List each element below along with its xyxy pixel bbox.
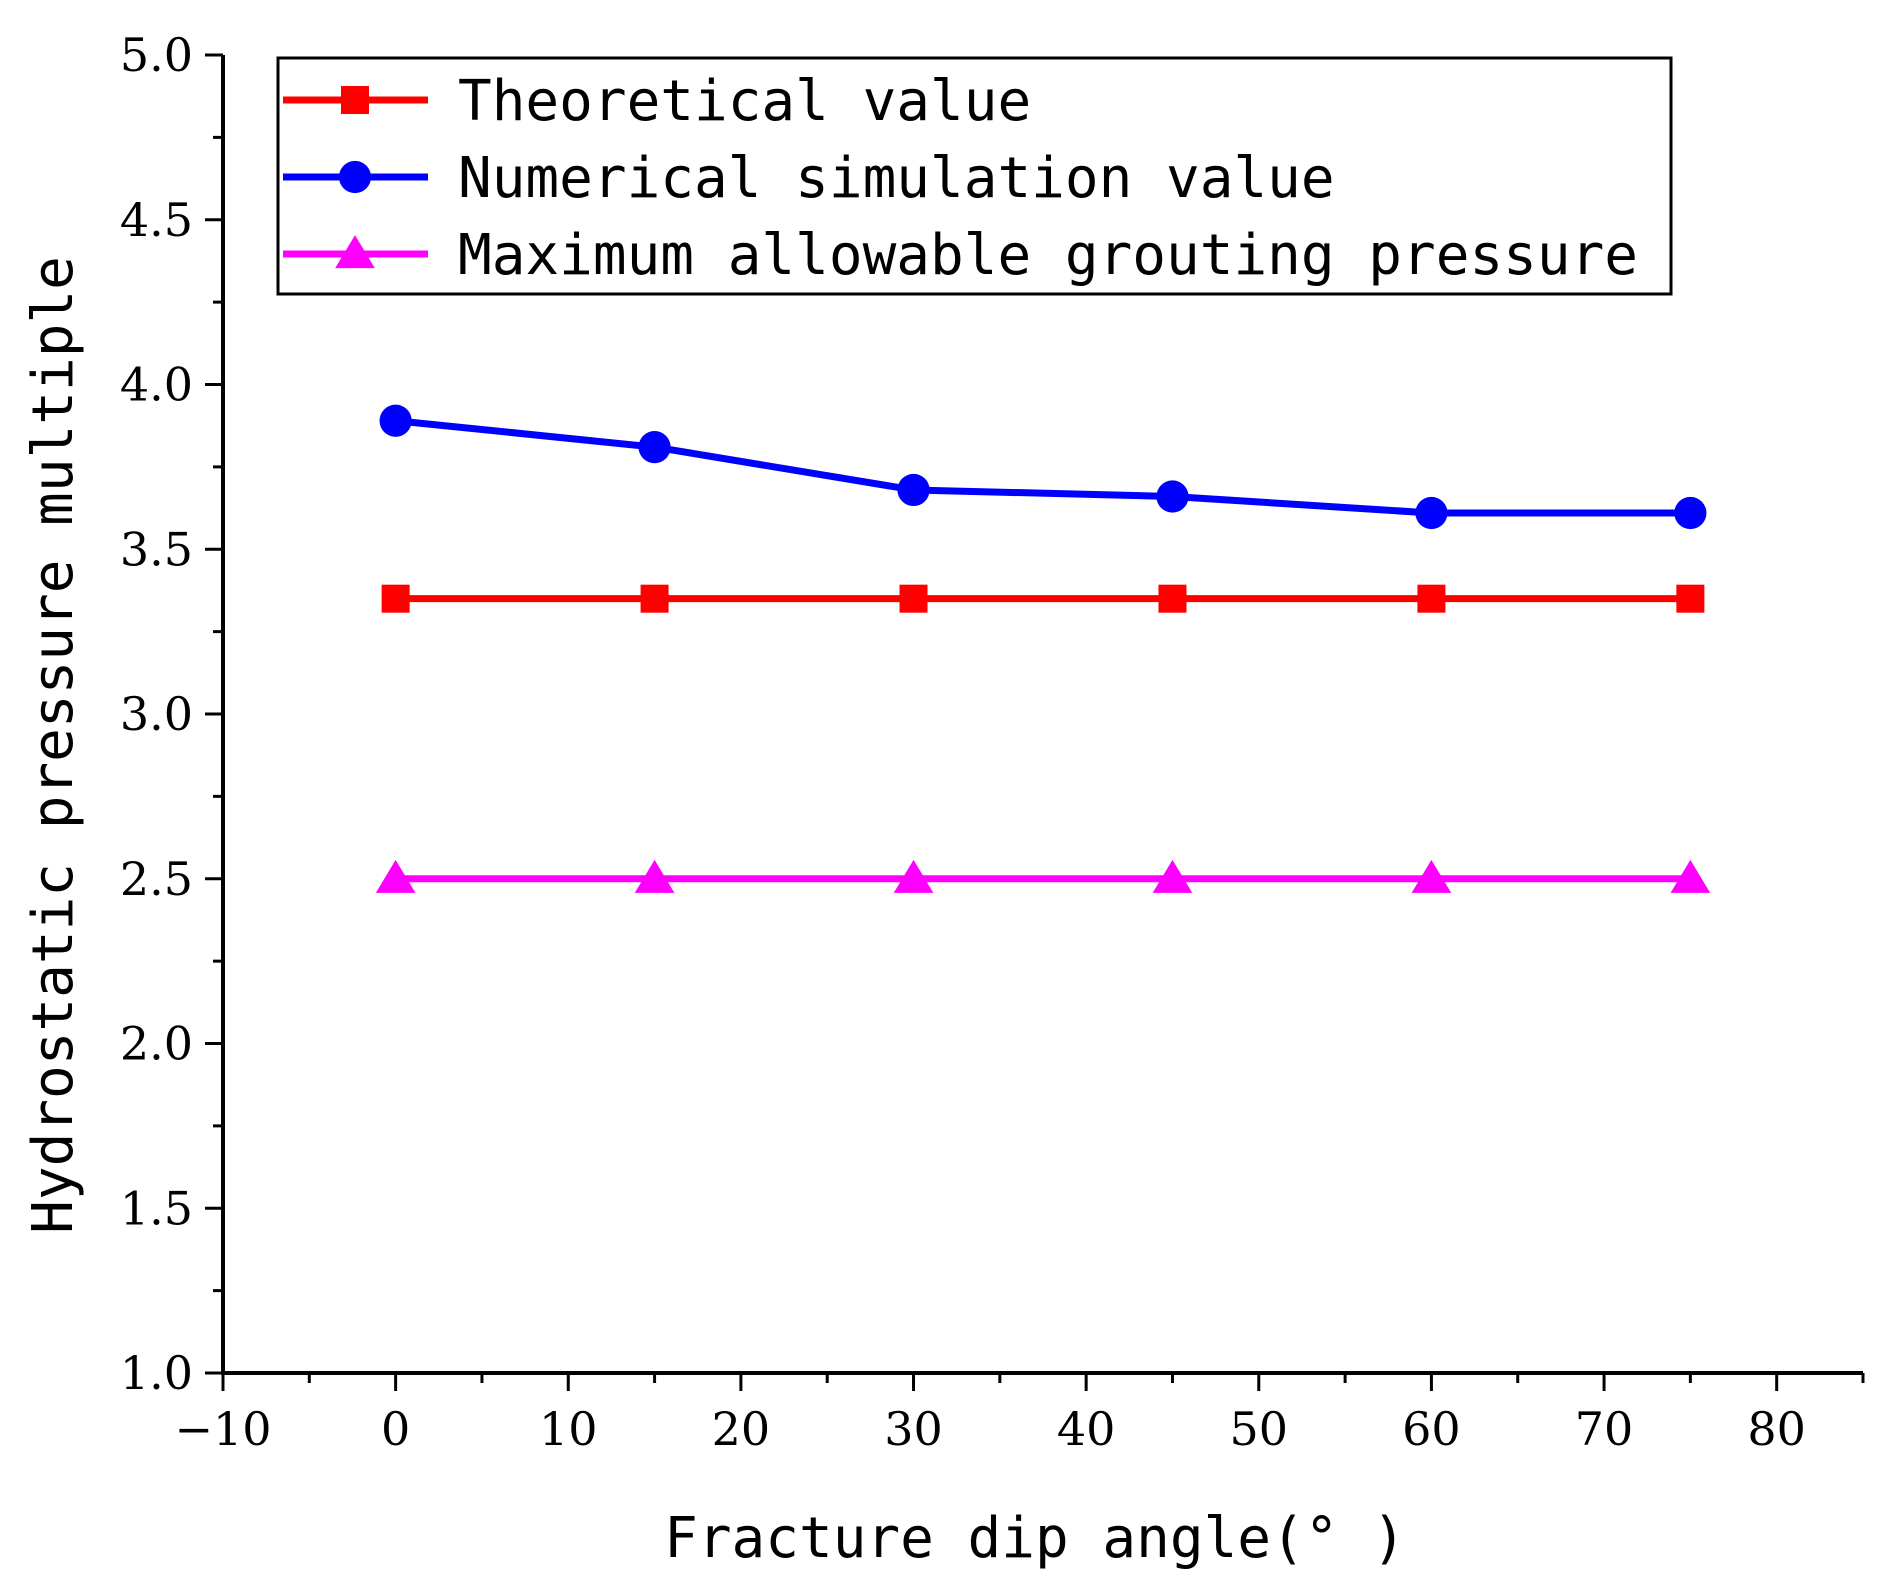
data-point xyxy=(1415,496,1448,530)
x-tick-label: 70 xyxy=(1575,1402,1634,1456)
x-tick-label: −10 xyxy=(174,1402,271,1456)
series-layer xyxy=(375,404,1711,893)
y-tick-label: 3.0 xyxy=(120,687,193,741)
y-tick-label: 1.0 xyxy=(120,1346,193,1400)
data-point xyxy=(379,404,412,437)
y-tick-label: 5.0 xyxy=(120,28,193,82)
x-tick-label: 80 xyxy=(1747,1402,1806,1456)
y-tick-label: 4.5 xyxy=(120,193,193,247)
data-point xyxy=(1152,859,1193,893)
x-tick-label: 10 xyxy=(539,1402,598,1456)
data-point xyxy=(1674,496,1707,530)
data-point xyxy=(1411,859,1452,893)
y-tick-label: 3.5 xyxy=(120,522,193,576)
axes: −10 0 10 20 30 40 50 60 70 80 1.0 1.5 2.0 2.5 3.0 3.5 4.… xyxy=(120,28,1865,1456)
y-tick-label: 4.0 xyxy=(120,358,193,412)
legend-label: Maximum allowable grouting pressure xyxy=(458,223,1638,288)
y-tick-label: 2.5 xyxy=(120,852,193,906)
data-point xyxy=(638,431,671,464)
x-axis-title: Fracture dip angle(° ) xyxy=(664,1506,1406,1571)
data-point xyxy=(640,584,669,613)
legend-box xyxy=(276,56,1673,296)
legend: Theoretical value Numerical simulation va… xyxy=(276,56,1673,296)
legend-marker xyxy=(338,160,372,194)
x-tick-label: 0 xyxy=(381,1402,410,1456)
x-tick-label: 20 xyxy=(712,1402,771,1456)
y-tick-label: 1.5 xyxy=(120,1181,193,1235)
legend-label: Theoretical value xyxy=(458,69,1031,134)
x-tick-label: 30 xyxy=(884,1402,943,1456)
data-point xyxy=(634,859,675,893)
data-point xyxy=(1670,859,1711,893)
data-point xyxy=(375,859,416,893)
data-point xyxy=(1676,584,1705,613)
x-tick-label: 50 xyxy=(1230,1402,1289,1456)
data-point xyxy=(1156,480,1189,513)
data-point xyxy=(1158,584,1187,613)
x-tick-label: 40 xyxy=(1057,1402,1116,1456)
data-point xyxy=(1417,584,1446,613)
data-point xyxy=(893,859,934,893)
y-axis-title: Hydrostatic pressure multiple xyxy=(21,256,86,1234)
x-tick-label: 60 xyxy=(1402,1402,1461,1456)
data-point xyxy=(381,584,410,613)
legend-label: Numerical simulation value xyxy=(458,146,1335,211)
legend-marker xyxy=(341,86,369,114)
data-point xyxy=(899,584,928,613)
series-line xyxy=(395,417,1691,517)
data-point xyxy=(897,473,930,507)
y-tick-label: 2.0 xyxy=(120,1017,193,1071)
legend-marker xyxy=(335,235,375,269)
